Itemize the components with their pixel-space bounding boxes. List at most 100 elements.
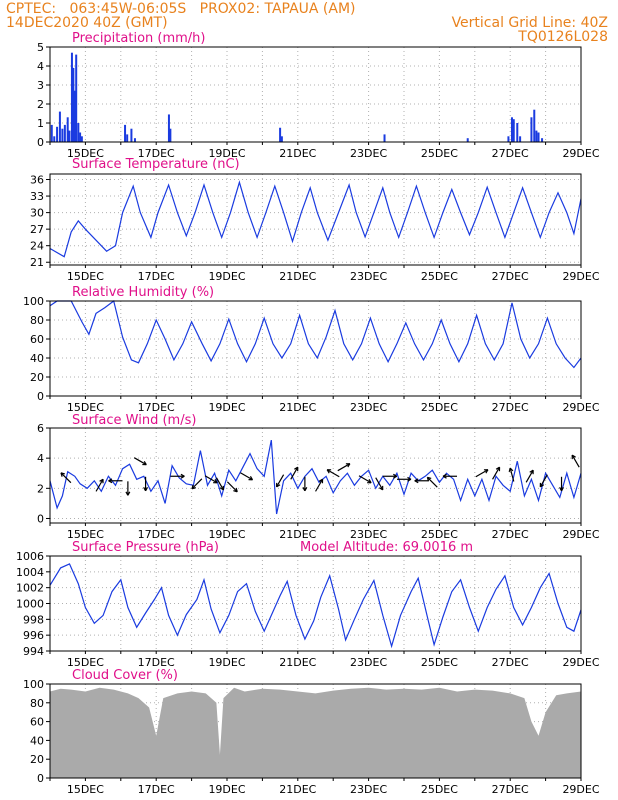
x-tick-label: 25DEC <box>421 656 458 669</box>
panel-rh: 0 20 40 60 80 100 15DEC 17DEC 19DEC 21DEC 23DEC 25D… <box>23 285 600 414</box>
precip-bar <box>167 114 170 142</box>
precip-bar <box>72 67 75 142</box>
rh-line <box>49 299 582 369</box>
wind-arrow <box>290 466 299 480</box>
panel-title-rh: Relative Humidity (%) <box>72 285 214 300</box>
x-tick-label: 15DEC <box>67 270 104 283</box>
panel-title-cloud: Cloud Cover (%) <box>72 668 178 683</box>
y-tick-label: 20 <box>30 753 44 766</box>
x-tick-label: 25DEC <box>421 528 458 541</box>
y-tick-label: 3 <box>37 79 44 92</box>
x-tick-label: 19DEC <box>208 270 245 283</box>
y-tick-label: 60 <box>30 333 44 346</box>
x-tick-label: 17DEC <box>138 147 175 160</box>
precip-bar <box>79 132 82 142</box>
x-tick-label: 29DEC <box>562 401 599 414</box>
panel-title-precip: Precipitation (mm/h) <box>72 31 205 46</box>
precip-bar <box>53 136 56 142</box>
x-tick-label: 19DEC <box>208 656 245 669</box>
x-tick-label: 19DEC <box>208 783 245 796</box>
precip-bar <box>70 52 73 143</box>
y-tick-label: 80 <box>30 697 44 710</box>
x-tick-label: 19DEC <box>208 528 245 541</box>
x-tick-label: 27DEC <box>492 401 529 414</box>
wind-arrow <box>326 469 340 478</box>
y-tick-label: 998 <box>23 613 44 626</box>
y-tick-label: 100 <box>23 295 44 308</box>
precip-bar <box>56 126 59 142</box>
precip-bar <box>466 138 469 142</box>
wind-arrow <box>492 466 501 480</box>
wind-arrow <box>276 474 285 488</box>
wind-arrow <box>240 472 254 481</box>
x-tick-label: 21DEC <box>279 270 316 283</box>
header-run-id: TQ0126L028 <box>518 29 608 45</box>
panel-frame <box>49 427 582 524</box>
wind-arrow <box>475 469 489 478</box>
y-tick-label: 994 <box>23 645 44 658</box>
precip-bar <box>169 128 172 142</box>
panel-frame <box>49 46 582 143</box>
wind-arrow <box>302 476 308 492</box>
precip-bar <box>75 54 78 142</box>
precip-bar <box>73 90 76 142</box>
precip-bar <box>66 117 69 142</box>
precip-bar <box>58 111 61 142</box>
x-tick-label: 17DEC <box>138 783 175 796</box>
y-tick-label: 40 <box>30 734 44 747</box>
wind-arrow <box>559 476 564 492</box>
y-tick-label: 0 <box>37 136 44 149</box>
precip-bar <box>50 124 53 142</box>
panel-press: 994 996 998 1000 1002 1004 1006 15DEC 17DEC 19DEC… <box>16 540 600 669</box>
panel-wind: 0 2 4 6 15DEC 17DEC 19DEC 21DEC 23DEC 25DEC 27DEC 2… <box>37 413 600 541</box>
wind-arrow <box>442 473 458 479</box>
precip-bar <box>516 123 519 142</box>
y-tick-label: 1000 <box>16 598 44 611</box>
precip-bar <box>383 134 386 142</box>
x-tick-label: 29DEC <box>562 783 599 796</box>
wind-arrow <box>204 475 218 484</box>
precip-bar <box>133 138 136 142</box>
wind-arrow <box>215 477 225 491</box>
x-tick-label: 15DEC <box>67 147 104 160</box>
y-tick-label: 40 <box>30 352 44 365</box>
x-tick-label: 21DEC <box>279 656 316 669</box>
y-tick-label: 4 <box>37 60 44 73</box>
wind-arrow <box>375 477 384 491</box>
panel-title-wind: Surface Wind (m/s) <box>72 413 196 428</box>
precip-bar <box>537 132 540 142</box>
wind-arrow <box>539 474 548 488</box>
precip-bar <box>541 138 544 142</box>
x-tick-label: 25DEC <box>421 270 458 283</box>
wind-arrow <box>358 475 372 484</box>
x-tick-label: 29DEC <box>562 147 599 160</box>
precip-bar <box>279 127 282 142</box>
panel-title-temp: Surface Temperature (nC) <box>72 157 240 172</box>
header-grid-note: Vertical Grid Line: 40Z <box>451 15 608 31</box>
wind-arrow <box>414 478 429 484</box>
x-tick-label: 29DEC <box>562 656 599 669</box>
x-tick-label: 27DEC <box>492 656 529 669</box>
x-tick-label: 15DEC <box>67 401 104 414</box>
x-tick-label: 15DEC <box>67 656 104 669</box>
precip-bar <box>512 119 515 142</box>
precip-bar <box>535 130 538 142</box>
y-tick-label: 2 <box>37 98 44 111</box>
y-tick-label: 0 <box>37 772 44 785</box>
wind-arrow <box>226 481 238 493</box>
y-tick-label: 100 <box>23 678 44 691</box>
wind-arrow <box>397 476 412 482</box>
x-tick-label: 19DEC <box>208 401 245 414</box>
wind-arrow <box>108 478 123 484</box>
precip-bar <box>124 124 127 142</box>
panel-title-press: Surface Pressure (hPa) <box>72 540 219 555</box>
y-tick-label: 33 <box>30 190 44 203</box>
y-tick-label: 20 <box>30 371 44 384</box>
y-tick-label: 21 <box>30 256 44 269</box>
x-tick-label: 21DEC <box>279 147 316 160</box>
model-altitude-label: Model Altitude: 69.0016 m <box>300 540 473 555</box>
y-tick-label: 30 <box>30 207 44 220</box>
wind-arrow <box>337 463 351 472</box>
x-tick-label: 23DEC <box>350 656 387 669</box>
y-tick-label: 2 <box>37 482 44 495</box>
